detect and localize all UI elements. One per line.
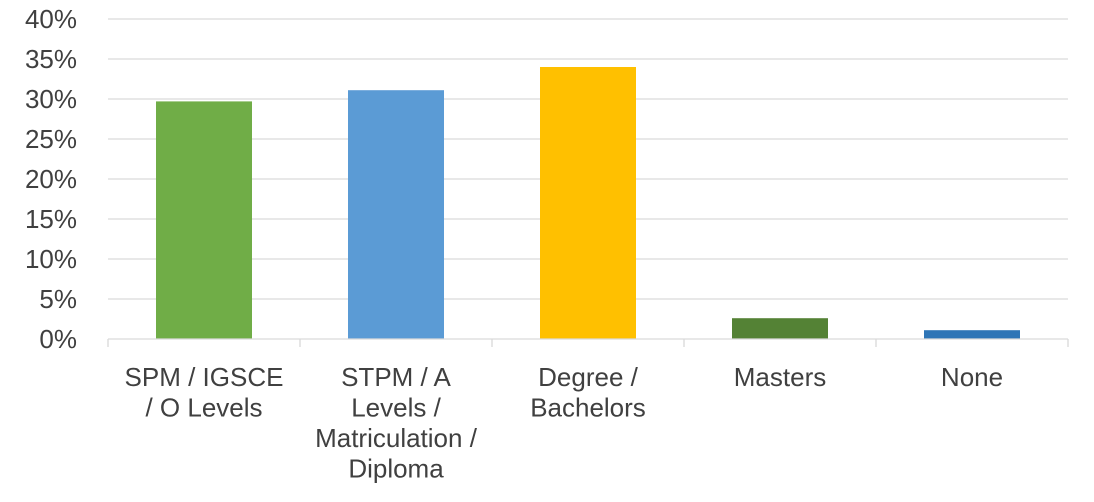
x-category-label: Masters <box>734 362 826 392</box>
y-tick-label: 30% <box>25 84 77 114</box>
bar <box>732 318 828 339</box>
x-category-label: Degree / Bachelors <box>530 362 646 423</box>
y-tick-label: 5% <box>39 284 77 314</box>
y-tick-label: 0% <box>39 324 77 354</box>
y-tick-label: 25% <box>25 124 77 154</box>
x-category-label: None <box>941 362 1003 392</box>
bar <box>348 90 444 339</box>
bar <box>156 101 252 340</box>
y-tick-label: 20% <box>25 164 77 194</box>
x-category-label: STPM / A Levels / Matriculation / Diploma <box>315 362 478 484</box>
y-tick-label: 10% <box>25 244 77 274</box>
bars <box>156 67 1020 340</box>
y-axis-tick-labels: 0% 5% 10% 15% 20% 25% 30% 35% 40% <box>25 4 77 354</box>
x-category-label: SPM / IGSCE / O Levels <box>125 362 284 423</box>
x-axis <box>107 338 1069 347</box>
bar <box>540 67 636 339</box>
y-tick-label: 15% <box>25 204 77 234</box>
x-axis-category-labels: SPM / IGSCE / O Levels STPM / A Levels / Mat… <box>125 362 1004 484</box>
bar <box>924 330 1020 339</box>
y-tick-label: 40% <box>25 4 77 34</box>
y-tick-label: 35% <box>25 44 77 74</box>
